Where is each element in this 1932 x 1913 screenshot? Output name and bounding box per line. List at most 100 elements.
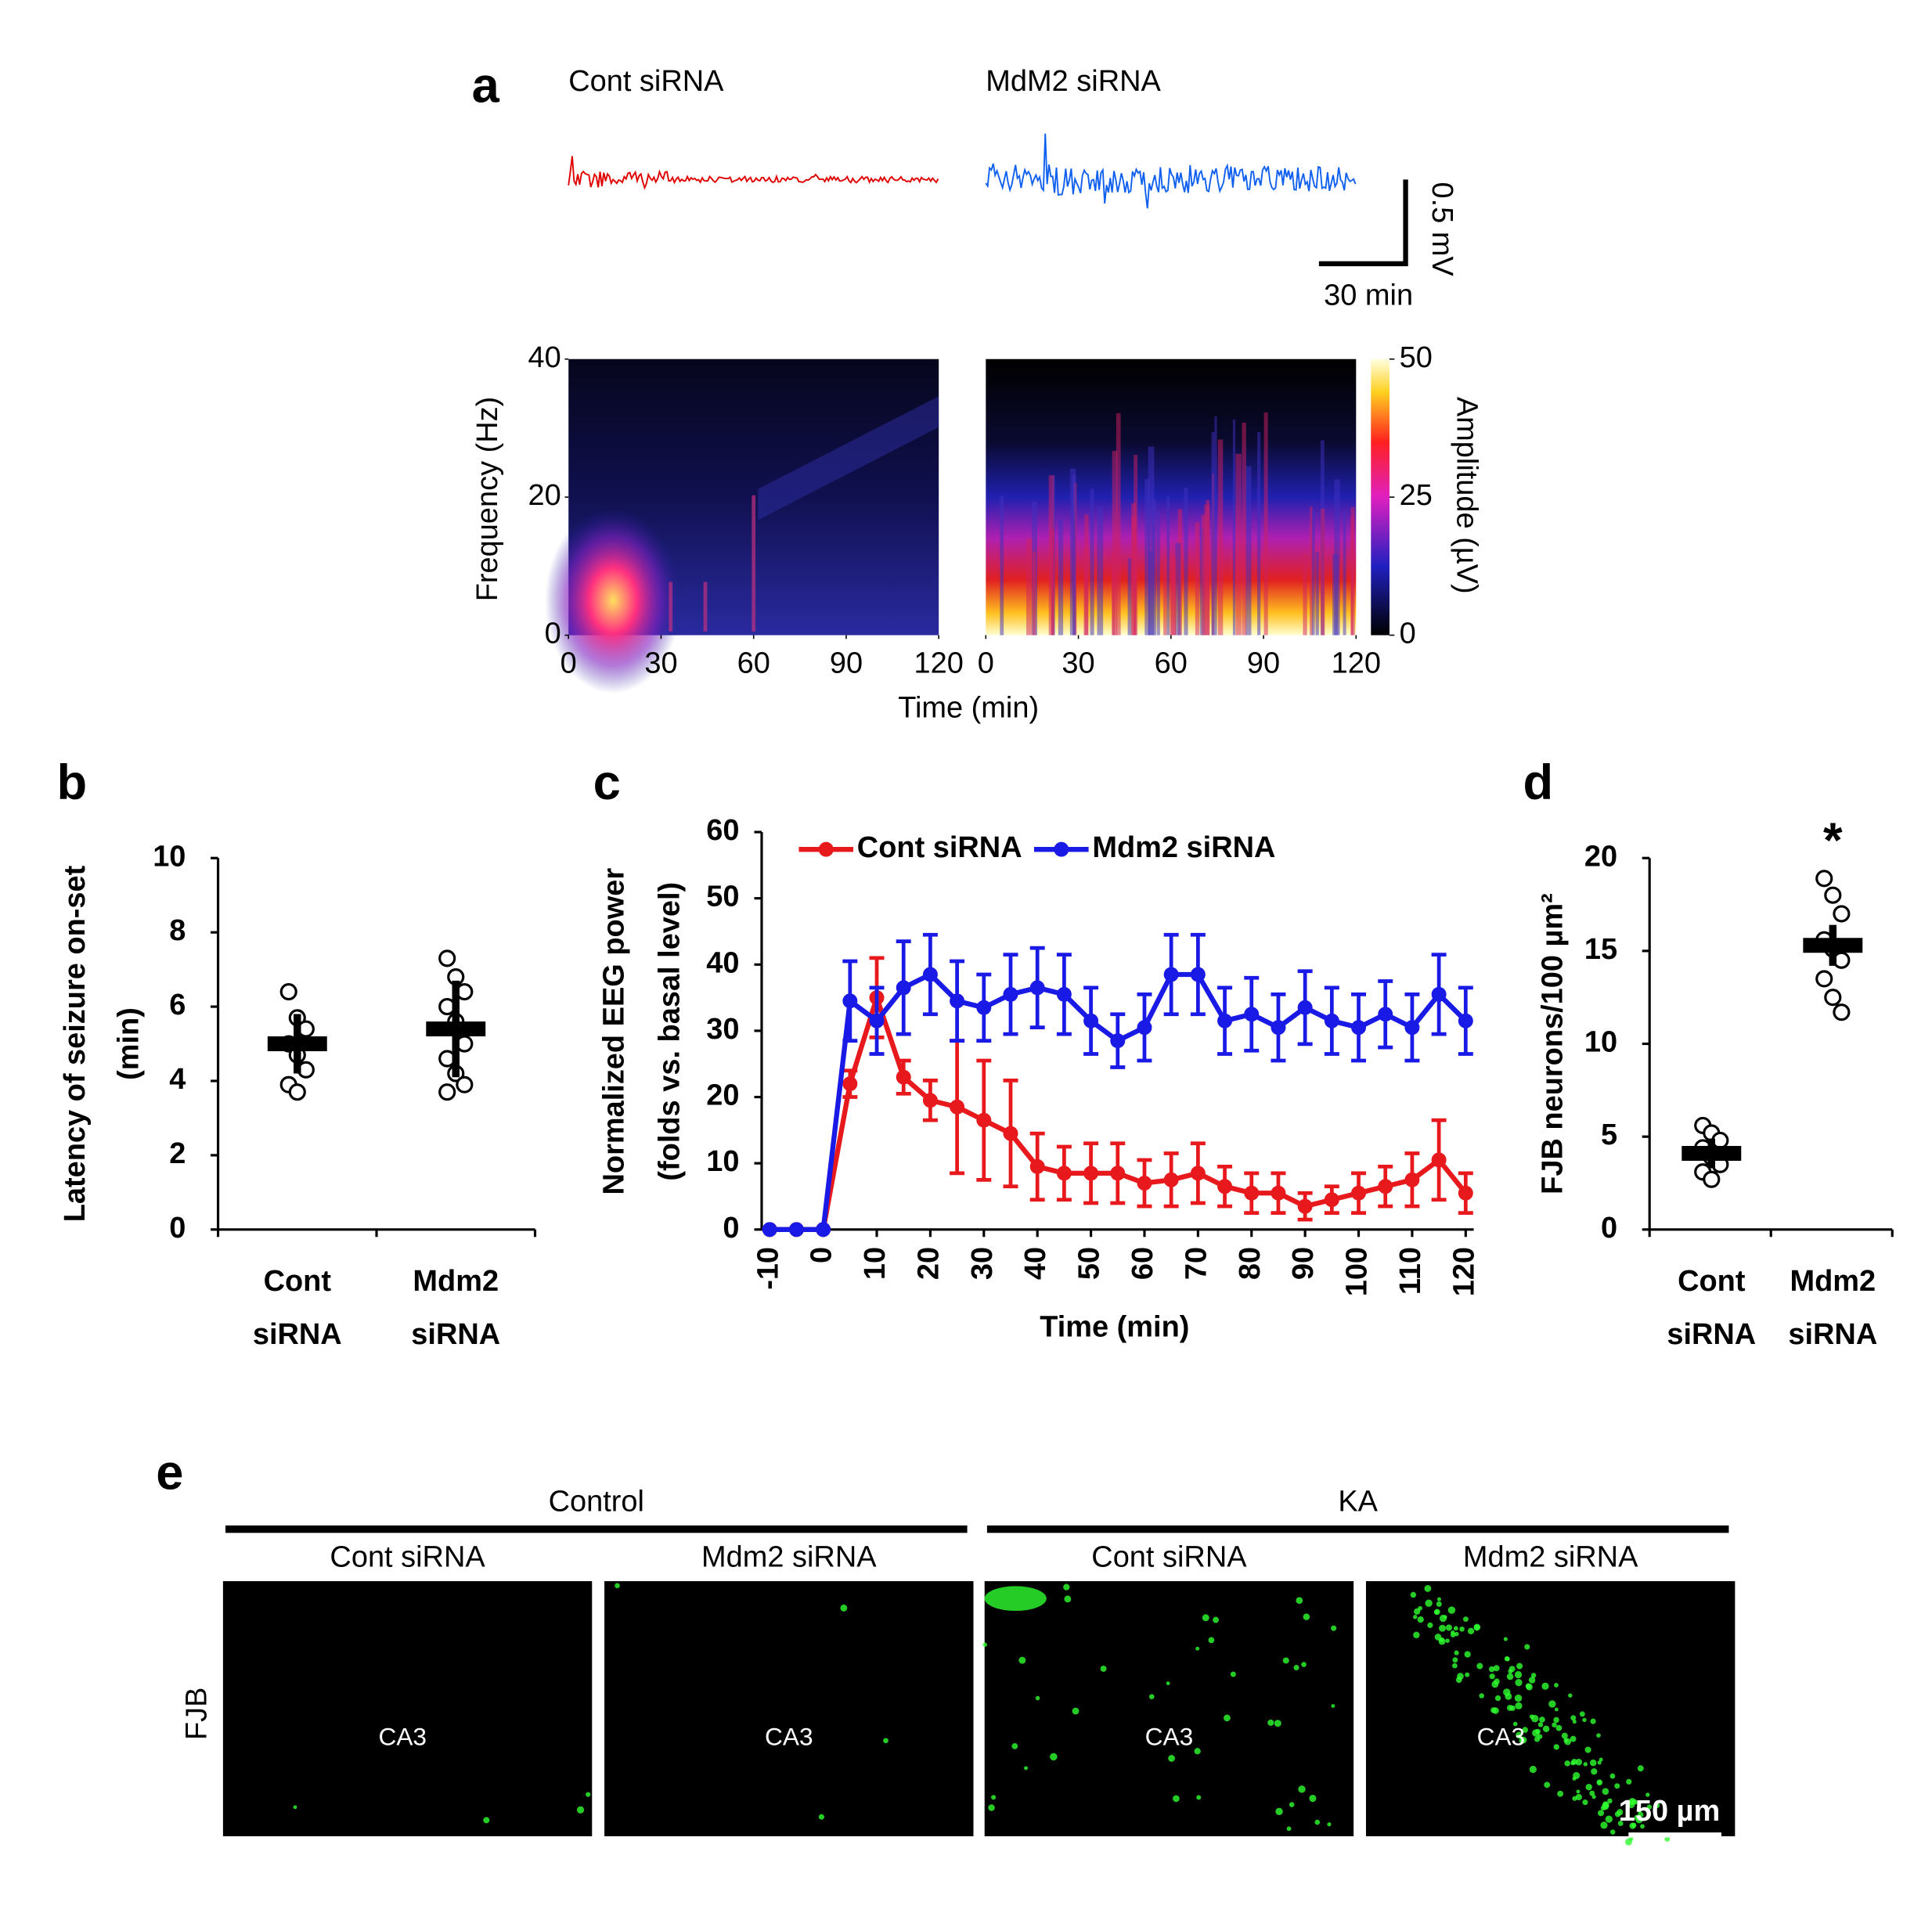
spectrogram-streak [1321, 508, 1325, 636]
micrograph [222, 1581, 593, 1836]
fluorescent-cell [1602, 1788, 1609, 1795]
fluorescent-cell [1491, 1681, 1499, 1688]
spectrogram-streak [1245, 466, 1252, 636]
x-tick-label: 20 [912, 1247, 945, 1280]
fluorescent-cell [1436, 1601, 1442, 1607]
spectrogram-streak [1127, 558, 1132, 636]
fluorescent-cell [988, 1804, 995, 1811]
fluorescent-cell [1553, 1717, 1559, 1724]
spectrogram-streak [1204, 504, 1210, 636]
legend-label: Cont siRNA [857, 831, 1022, 864]
data-point [976, 1000, 992, 1015]
data-point [279, 983, 297, 1001]
fluorescent-cell [1515, 1702, 1523, 1709]
fluorescent-cell [840, 1604, 848, 1612]
fluorescent-cell [1570, 1760, 1575, 1766]
fluorescent-cell [1575, 1793, 1582, 1801]
spectrogram-streak [1184, 487, 1188, 636]
spectrogram-streak [1303, 553, 1307, 636]
fluorescent-cell [1492, 1707, 1499, 1714]
fluorescent-cell [1035, 1695, 1040, 1701]
spectrogram-streak [1257, 432, 1261, 636]
spectrogram-streak [1343, 510, 1346, 636]
x-tick-label: 0 [560, 647, 577, 679]
fluorescent-cell [1413, 1615, 1418, 1619]
data-point [869, 1013, 885, 1029]
data-point [1003, 986, 1018, 1002]
fluorescent-cell [1011, 1743, 1018, 1749]
fluorescent-cell [1410, 1591, 1417, 1598]
fluorescent-cell [1514, 1694, 1523, 1702]
scale-bar-label: 30 min [1324, 279, 1413, 312]
legend-label: Mdm2 siRNA [1092, 831, 1275, 864]
data-point [1458, 1013, 1473, 1029]
fluorescent-cell [1664, 1836, 1671, 1842]
x-tick-label: 80 [1234, 1247, 1267, 1280]
group-label: KA [1338, 1485, 1378, 1518]
fluorescent-cell [1557, 1790, 1564, 1797]
fluorescent-cell [1529, 1714, 1534, 1720]
column-label: Mdm2 siRNA [701, 1541, 877, 1574]
fluorescent-cell [1555, 1724, 1563, 1731]
fluorescent-cell [1439, 1624, 1447, 1632]
data-point [1324, 1192, 1339, 1208]
spectrogram-streak [1116, 413, 1121, 636]
fluorescent-cell [1168, 1755, 1175, 1762]
fluorescent-cell [1488, 1666, 1495, 1673]
data-point [1351, 1020, 1367, 1036]
fluorescent-cell [1631, 1822, 1637, 1828]
fluorescent-cell [1413, 1631, 1420, 1639]
y-tick-label: 10 [153, 840, 186, 873]
data-point [976, 1112, 992, 1128]
spectrogram-streak [1311, 510, 1315, 636]
fluorescent-cell [1303, 1613, 1310, 1620]
mean-bar [267, 1036, 327, 1052]
fluorescent-cell [1552, 1722, 1557, 1727]
spectrogram-streak [1201, 514, 1206, 636]
x-tick-label: siRNA [411, 1318, 500, 1351]
data-point [842, 1076, 858, 1092]
fluorescent-cell [1463, 1616, 1469, 1623]
x-tick-label: 50 [1073, 1247, 1106, 1280]
fluorescent-cell [576, 1806, 585, 1814]
x-tick-label: 110 [1394, 1247, 1427, 1295]
x-tick-label: siRNA [1788, 1318, 1877, 1351]
fluorescent-cell [1275, 1807, 1283, 1816]
fluorescent-cell [1537, 1722, 1544, 1727]
y-tick-label: 5 [1601, 1119, 1617, 1151]
fluorescent-cell [1516, 1663, 1523, 1670]
spectrogram-streak [1032, 551, 1036, 636]
fluorescent-cell [1564, 1760, 1570, 1767]
data-point [788, 1222, 804, 1238]
fluorescent-cell [1464, 1651, 1471, 1658]
panel-label: e [156, 1445, 183, 1500]
scale-bar-label: 150 µm [1619, 1795, 1720, 1828]
data-point [1190, 1165, 1206, 1181]
fluorescent-cell [1591, 1768, 1598, 1775]
scale-bar-label: 0.5 mV [1426, 182, 1458, 277]
column-label: Cont siRNA [330, 1541, 485, 1574]
fluorescent-cell [1286, 1826, 1292, 1832]
data-point [1110, 1033, 1126, 1049]
x-tick-label: 60 [1126, 1247, 1159, 1280]
fluorescent-cell [1654, 1803, 1660, 1808]
fluorescent-cell [1173, 1795, 1180, 1803]
x-tick-label: 120 [1332, 647, 1381, 679]
spectrogram-streak [1242, 423, 1246, 636]
fluorescent-cell [1414, 1608, 1421, 1615]
spectrogram-streak [1058, 519, 1064, 636]
fluorescent-cell [1509, 1705, 1516, 1711]
y-tick-label: 2 [169, 1137, 186, 1170]
spectrogram-streak [1235, 453, 1242, 636]
fluorescent-cell [1447, 1606, 1456, 1614]
x-tick-label: 0 [978, 647, 994, 679]
data-point [1431, 986, 1447, 1002]
data-point [1029, 1158, 1045, 1174]
data-point [1833, 905, 1851, 923]
eeg-trace [568, 156, 939, 190]
fluorescent-cell [1425, 1599, 1433, 1607]
panel-label: b [57, 755, 88, 810]
fluorescent-cell [1591, 1795, 1596, 1800]
fluorescent-cell [293, 1805, 297, 1810]
fluorescent-cell [1637, 1808, 1642, 1813]
